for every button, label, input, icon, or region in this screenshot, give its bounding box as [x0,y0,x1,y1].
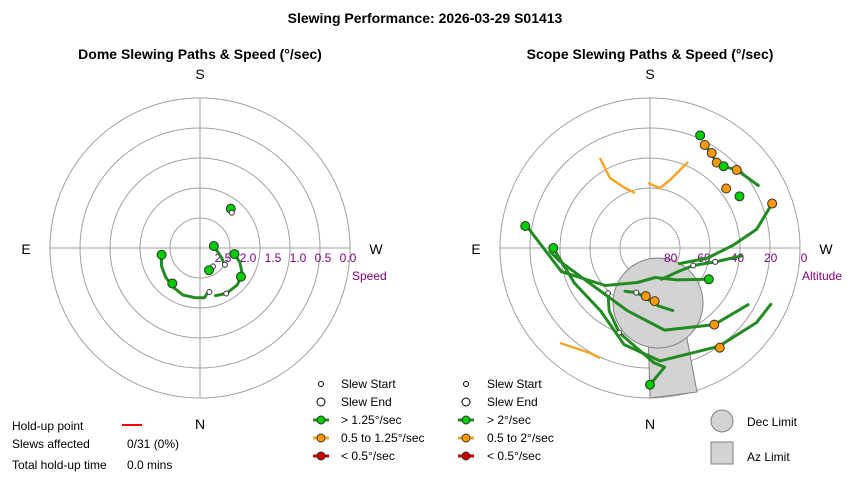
scope-axis-label: Altitude [802,269,842,283]
dome-grid-ring [79,127,321,369]
legend-end-label: Slew End [487,395,538,409]
dec-limit-label: Dec Limit [747,415,798,429]
legend-mid-label: 0.5 to 1.25°/sec [341,431,425,445]
dome-dir-east: E [21,241,30,257]
scope-slew-path [606,291,667,387]
dome-dir-north: N [195,416,205,432]
scope-slew-marker [548,243,559,253]
legend-fast-label: > 2°/sec [487,413,531,427]
legend-slow-label: < 0.5°/sec [341,449,395,463]
dome-slew-marker [206,289,213,296]
dome-dir-south: S [195,66,204,82]
holdup-point-label: Hold-up point [12,419,84,433]
scope-slew-path-mid [647,161,689,190]
legend-mid-label: 0.5 to 2°/sec [487,431,554,445]
scope-dir-north: N [645,416,655,432]
page-title: Slewing Performance: 2026-03-29 S01413 [288,10,563,26]
legend-fast-marker [461,415,471,425]
dome-grid-ring [109,157,291,339]
dome-dir-west: W [369,241,383,257]
dome-slew-marker [235,271,246,282]
legend-end-marker [461,397,471,407]
scope-dir-east: E [471,241,480,257]
legend-slow-marker [461,451,471,461]
holdup-summary: Hold-up point Slews affected 0/31 (0%) T… [12,419,179,472]
scope-slew-marker [699,139,710,150]
scope-slew-marker [520,221,531,232]
legend-start-label: Slew Start [341,377,396,391]
dome-slew-marker [156,249,167,260]
legend-start-marker [318,381,324,387]
scope-slew-marker [649,296,660,307]
scope-slew-marker [734,191,745,202]
legend-slow-marker [316,451,326,461]
scope-slew-marker [633,289,640,296]
scope-dir-west: W [819,241,833,257]
legend-start-marker [463,381,469,387]
scope-slew-marker [640,291,651,302]
dome-subtitle: Dome Slewing Paths & Speed (°/sec) [78,46,322,62]
legend-end-label: Slew End [341,395,392,409]
scope-slew-marker [690,262,697,269]
scope-tick-label: 80 [664,251,678,265]
scope-slew-marker [767,198,778,209]
scope-slew-marker [709,319,720,330]
scope-legend: Slew Start Slew End > 2°/sec 0.5 to 2°/s… [458,377,798,465]
scope-slew-marker [712,258,719,265]
scope-slew-marker [703,274,714,285]
scope-slew-marker [645,379,655,390]
dome-slew-path [159,251,210,300]
dome-slew-marker [229,249,240,260]
slews-affected-value: 0/31 (0%) [127,437,179,451]
total-holdup-label: Total hold-up time [12,458,107,472]
scope-slew-marker [714,342,725,353]
scope-slew-marker [706,147,717,158]
dome-tick-label: 0.5 [315,251,332,265]
dome-tick-label: 1.0 [290,251,307,265]
legend-end-marker [316,397,326,407]
scope-dir-south: S [645,66,654,82]
dome-slew-marker [203,265,214,276]
scope-slew-path [677,202,774,266]
dome-tick-label: 0.0 [340,251,357,265]
dome-slew-marker [228,209,235,216]
scope-tick-label: 20 [764,251,778,265]
az-limit-swatch [710,441,734,465]
scope-slew-path-mid [598,157,636,195]
dome-legend: Slew Start Slew End > 1.25°/sec 0.5 to 1… [313,377,425,463]
dome-slew-marker [167,278,178,289]
dec-limit-swatch [710,409,734,433]
dome-tick-label: 2.0 [240,251,257,265]
legend-fast-label: > 1.25°/sec [341,413,402,427]
dome-tick-label: 1.5 [265,251,282,265]
scope-slew-marker [695,130,706,141]
scope-slew-path [525,224,711,287]
scope-slew-marker [718,161,729,172]
dome-grid-ring [49,97,351,399]
scope-polar-plot: 80 60 40 20 0 [499,97,808,399]
total-holdup-value: 0.0 mins [127,458,172,472]
scope-slew-path [551,246,773,363]
dome-slew-marker [208,241,219,252]
scope-slew-marker [721,183,732,194]
legend-mid-marker [461,433,471,443]
scope-tick-label: 0 [801,251,808,265]
dome-polar-plot: 2.5 2.0 1.5 1.0 0.5 0.0 [49,97,357,399]
az-limit-label: Az Limit [747,450,790,464]
legend-slow-label: < 0.5°/sec [487,449,541,463]
dome-axis-label: Speed [352,269,387,283]
scope-slew-path-mid [559,341,601,360]
scope-subtitle: Scope Slewing Paths & Speed (°/sec) [527,46,774,62]
scope-slew-marker [731,164,742,175]
dome-grid-ring [139,187,261,309]
dome-slew-marker [221,261,228,268]
dome-slew-marker [223,290,230,297]
legend-mid-marker [316,433,326,443]
legend-fast-marker [316,415,326,425]
slews-affected-label: Slews affected [12,437,90,451]
dome-grid-ring [169,217,231,279]
legend-start-label: Slew Start [487,377,542,391]
